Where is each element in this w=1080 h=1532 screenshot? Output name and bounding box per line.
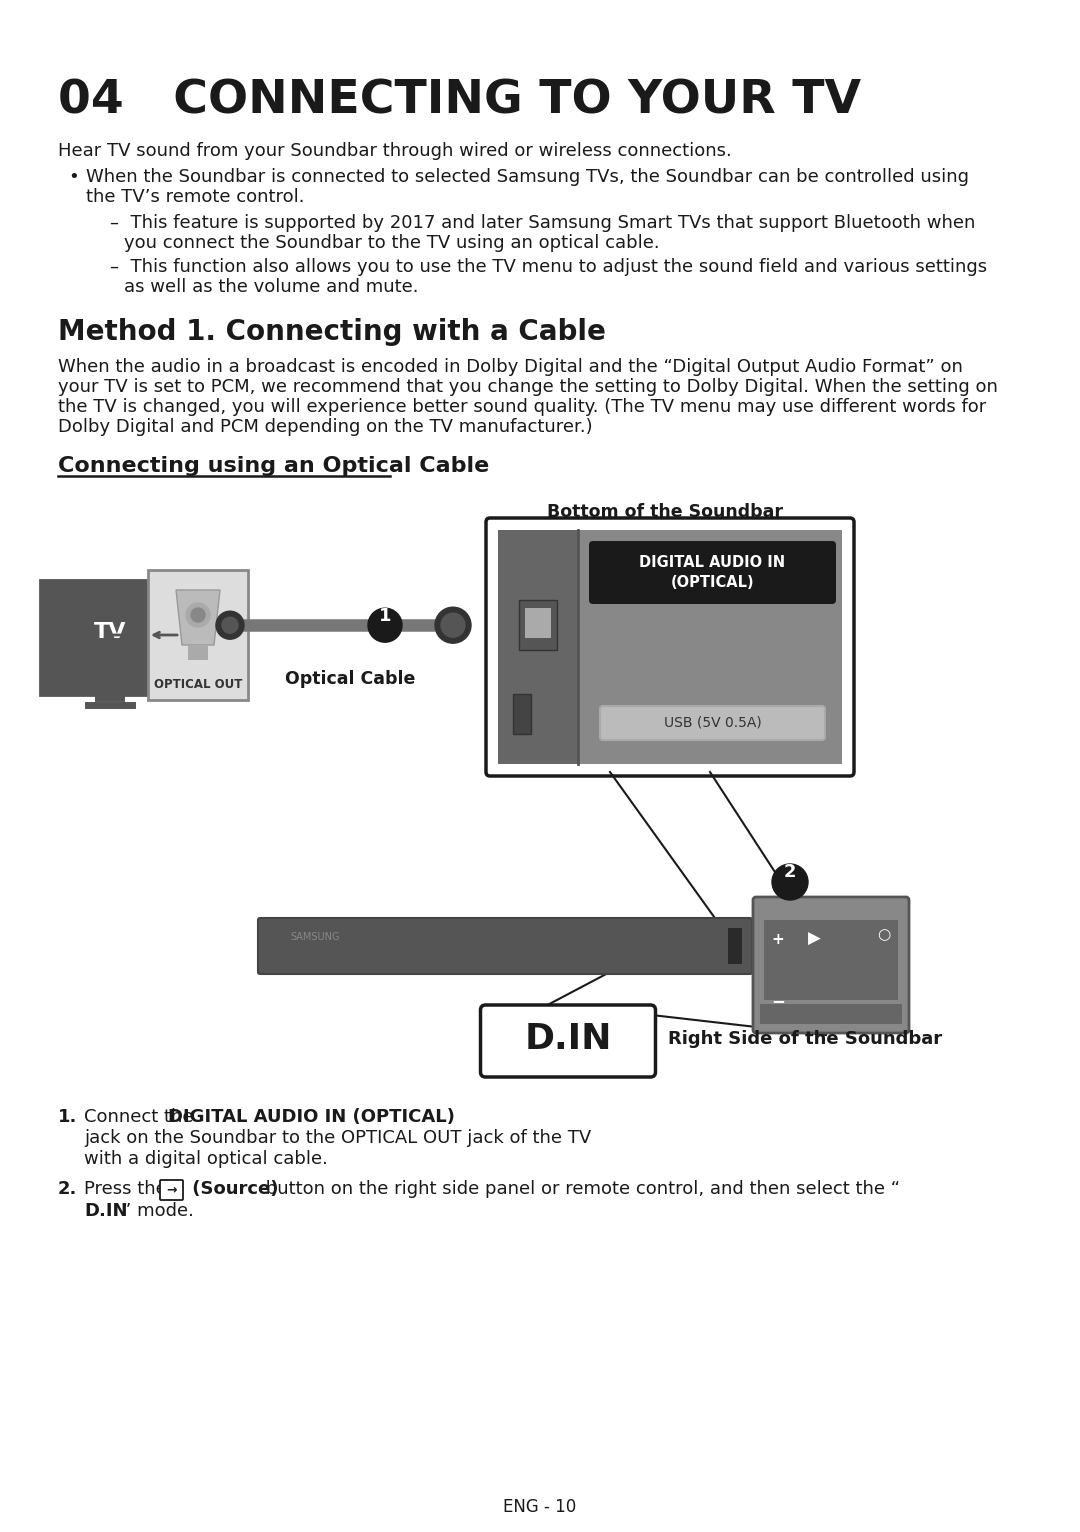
Text: 2.: 2. xyxy=(58,1180,78,1198)
Text: Method 1. Connecting with a Cable: Method 1. Connecting with a Cable xyxy=(58,319,606,346)
FancyBboxPatch shape xyxy=(600,706,825,740)
Text: Connect the: Connect the xyxy=(84,1108,199,1126)
FancyBboxPatch shape xyxy=(760,1003,902,1023)
Text: the TV’s remote control.: the TV’s remote control. xyxy=(86,188,305,205)
Text: Optical Cable: Optical Cable xyxy=(285,669,415,688)
Polygon shape xyxy=(176,590,220,645)
Circle shape xyxy=(222,617,238,633)
Circle shape xyxy=(186,604,210,627)
Text: you connect the Soundbar to the TV using an optical cable.: you connect the Soundbar to the TV using… xyxy=(124,234,660,251)
FancyBboxPatch shape xyxy=(519,601,557,650)
Text: Connecting using an Optical Cable: Connecting using an Optical Cable xyxy=(58,457,489,476)
Text: TV: TV xyxy=(94,622,126,642)
FancyBboxPatch shape xyxy=(728,928,742,964)
Text: +: + xyxy=(771,931,784,947)
Text: ” mode.: ” mode. xyxy=(122,1203,194,1219)
Text: ENG - 10: ENG - 10 xyxy=(503,1498,577,1517)
FancyBboxPatch shape xyxy=(498,530,578,764)
Circle shape xyxy=(368,608,402,642)
FancyBboxPatch shape xyxy=(481,1005,656,1077)
Text: →: → xyxy=(166,1184,177,1196)
Text: D.IN: D.IN xyxy=(84,1203,127,1219)
FancyBboxPatch shape xyxy=(589,541,836,604)
FancyBboxPatch shape xyxy=(498,530,842,764)
Text: with a digital optical cable.: with a digital optical cable. xyxy=(84,1151,328,1167)
FancyBboxPatch shape xyxy=(525,608,551,639)
FancyBboxPatch shape xyxy=(160,1180,183,1200)
Text: USB (5V 0.5A): USB (5V 0.5A) xyxy=(663,715,761,729)
Circle shape xyxy=(191,608,205,622)
Text: ○: ○ xyxy=(877,927,891,942)
FancyBboxPatch shape xyxy=(258,918,752,974)
Text: –  This function also allows you to use the TV menu to adjust the sound field an: – This function also allows you to use t… xyxy=(110,257,987,276)
Text: button on the right side panel or remote control, and then select the “: button on the right side panel or remote… xyxy=(260,1180,900,1198)
Text: 1.: 1. xyxy=(58,1108,78,1126)
FancyBboxPatch shape xyxy=(188,645,208,660)
Text: –  This feature is supported by 2017 and later Samsung Smart TVs that support Bl: – This feature is supported by 2017 and … xyxy=(110,214,975,231)
Text: Dolby Digital and PCM depending on the TV manufacturer.): Dolby Digital and PCM depending on the T… xyxy=(58,418,593,437)
Text: as well as the volume and mute.: as well as the volume and mute. xyxy=(124,277,419,296)
Circle shape xyxy=(872,933,896,958)
Circle shape xyxy=(435,607,471,643)
Text: D.IN: D.IN xyxy=(524,1022,611,1056)
FancyBboxPatch shape xyxy=(764,921,897,1000)
Text: DIGITAL AUDIO IN
(OPTICAL): DIGITAL AUDIO IN (OPTICAL) xyxy=(639,555,785,590)
Text: your TV is set to PCM, we recommend that you change the setting to Dolby Digital: your TV is set to PCM, we recommend that… xyxy=(58,378,998,395)
Text: OPTICAL OUT: OPTICAL OUT xyxy=(153,679,242,691)
Text: Press the: Press the xyxy=(84,1180,173,1198)
FancyBboxPatch shape xyxy=(794,922,834,956)
Text: ▶: ▶ xyxy=(808,930,821,948)
FancyBboxPatch shape xyxy=(486,518,854,777)
Text: jack on the Soundbar to the OPTICAL OUT jack of the TV: jack on the Soundbar to the OPTICAL OUT … xyxy=(84,1129,591,1147)
Text: 04   CONNECTING TO YOUR TV: 04 CONNECTING TO YOUR TV xyxy=(58,78,861,123)
Text: (Source): (Source) xyxy=(186,1180,279,1198)
Text: 1: 1 xyxy=(379,607,391,625)
FancyBboxPatch shape xyxy=(40,581,180,696)
Text: When the audio in a broadcast is encoded in Dolby Digital and the “Digital Outpu: When the audio in a broadcast is encoded… xyxy=(58,358,963,375)
Text: Hear TV sound from your Soundbar through wired or wireless connections.: Hear TV sound from your Soundbar through… xyxy=(58,142,732,159)
Circle shape xyxy=(216,611,244,639)
FancyBboxPatch shape xyxy=(753,898,909,1033)
Text: DIGITAL AUDIO IN (OPTICAL): DIGITAL AUDIO IN (OPTICAL) xyxy=(168,1108,455,1126)
Text: 2: 2 xyxy=(784,863,796,881)
Text: SAMSUNG: SAMSUNG xyxy=(291,931,339,942)
Text: Right Side of the Soundbar: Right Side of the Soundbar xyxy=(669,1030,942,1048)
Text: −: − xyxy=(771,993,785,1010)
FancyBboxPatch shape xyxy=(513,694,531,734)
Text: When the Soundbar is connected to selected Samsung TVs, the Soundbar can be cont: When the Soundbar is connected to select… xyxy=(86,169,969,185)
Circle shape xyxy=(772,864,808,899)
Text: •: • xyxy=(68,169,79,185)
Circle shape xyxy=(441,613,465,637)
Text: Bottom of the Soundbar: Bottom of the Soundbar xyxy=(546,502,783,521)
Text: the TV is changed, you will experience better sound quality. (The TV menu may us: the TV is changed, you will experience b… xyxy=(58,398,986,417)
FancyBboxPatch shape xyxy=(148,570,248,700)
